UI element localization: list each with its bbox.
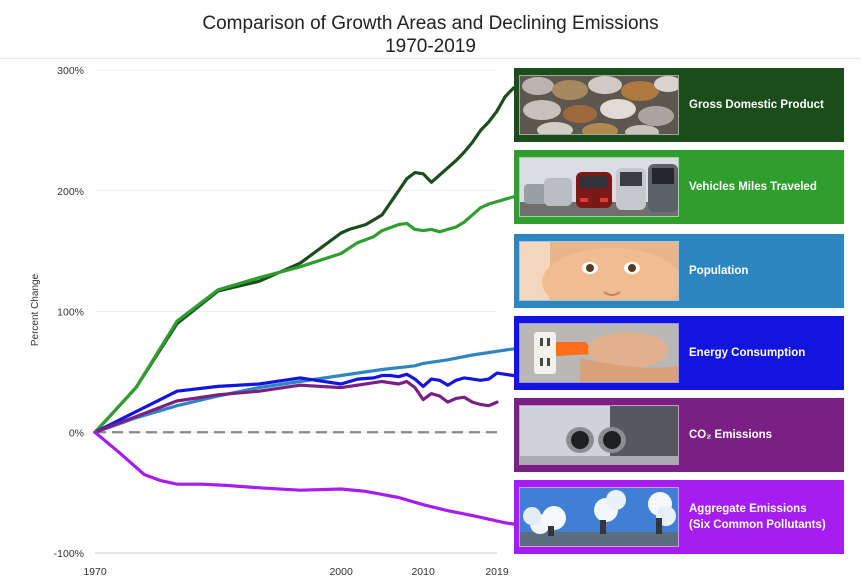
y-tick-label: 100%	[57, 307, 84, 319]
series-line-2	[93, 347, 515, 434]
y-tick-label: -100%	[54, 548, 84, 560]
legend-item: Aggregate Emissions (Six Common Pollutant…	[514, 480, 844, 554]
y-tick-label: 200%	[57, 186, 84, 198]
legend-thumbnail-plug	[519, 323, 679, 383]
x-tick-label: 2019	[485, 566, 509, 578]
legend-item: CO₂ Emissions	[514, 398, 844, 472]
series-line-4	[93, 379, 499, 434]
legend-thumbnail-exhaust	[519, 405, 679, 465]
series-line-0	[93, 86, 515, 434]
legend-label: Energy Consumption	[689, 347, 806, 359]
series-layer	[93, 86, 515, 526]
legend-thumbnail-factory	[519, 487, 679, 547]
x-axis-ticks: 1970 2000 2010 2019	[83, 566, 509, 578]
series-line-5	[93, 430, 515, 526]
legend-label: Aggregate Emissions (Six Common Pollutant…	[689, 501, 826, 533]
y-tick-label: 0%	[69, 427, 84, 439]
series-line-3	[93, 371, 515, 434]
chart-grid	[95, 69, 497, 554]
legend-label: Population	[689, 265, 749, 277]
legend-label: CO₂ Emissions	[689, 429, 773, 441]
legend-item: Vehicles Miles Traveled	[514, 150, 844, 224]
legend-label: Vehicles Miles Traveled	[689, 181, 817, 193]
chart-title-block: Comparison of Growth Areas and Declining…	[0, 12, 861, 58]
legend-label: Gross Domestic Product	[689, 99, 824, 111]
legend-label-line: Aggregate Emissions	[689, 503, 807, 515]
series-line-1	[93, 195, 515, 434]
x-tick-label: 1970	[83, 566, 107, 578]
legend-label-line: (Six Common Pollutants)	[689, 519, 826, 531]
y-axis-label: Percent Change	[30, 273, 41, 346]
legend-item: Population	[514, 234, 844, 308]
y-tick-label: 300%	[57, 65, 84, 77]
legend-thumbnail-coins	[519, 75, 679, 135]
x-tick-label: 2000	[329, 566, 353, 578]
title-divider	[0, 58, 861, 59]
legend-thumbnail-cars	[519, 157, 679, 217]
legend-thumbnail-baby	[519, 241, 679, 301]
chart-subtitle: 1970-2019	[385, 36, 476, 57]
chart-title: Comparison of Growth Areas and Declining…	[202, 13, 659, 34]
legend-item: Energy Consumption	[514, 316, 844, 390]
legend-item: Gross Domestic Product	[514, 68, 844, 142]
y-axis-ticks: 300% 200% 100% 0% -100%	[54, 65, 84, 560]
x-tick-label: 2010	[411, 566, 435, 578]
